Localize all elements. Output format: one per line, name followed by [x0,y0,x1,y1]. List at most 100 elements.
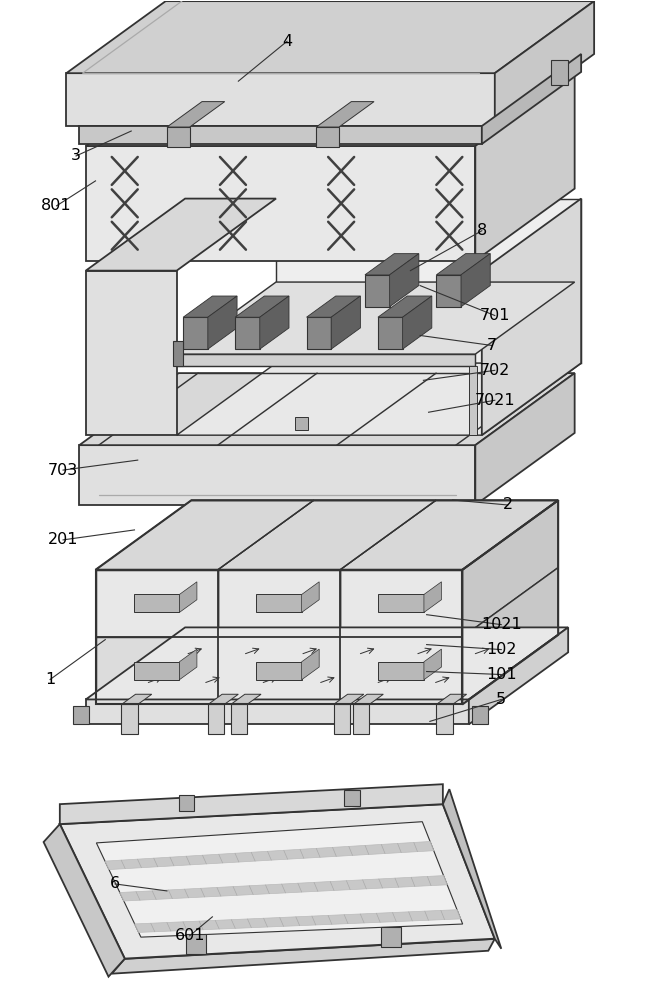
Polygon shape [86,627,568,699]
Polygon shape [60,804,495,959]
Polygon shape [177,363,581,435]
Polygon shape [276,199,581,363]
Polygon shape [134,594,179,612]
Text: 101: 101 [486,667,516,682]
Polygon shape [436,694,467,704]
Polygon shape [231,704,247,734]
Polygon shape [295,417,308,430]
Polygon shape [80,373,574,445]
Polygon shape [353,704,369,734]
Polygon shape [340,570,462,637]
Polygon shape [235,317,259,349]
Polygon shape [316,127,339,147]
Polygon shape [552,60,568,85]
Polygon shape [96,500,314,570]
Polygon shape [302,649,319,680]
Polygon shape [86,74,574,146]
Polygon shape [208,704,224,734]
Polygon shape [365,254,419,275]
Polygon shape [121,694,152,704]
Text: 102: 102 [486,642,516,657]
Text: 8: 8 [477,223,487,238]
Polygon shape [475,373,574,505]
Polygon shape [424,649,441,680]
Text: 601: 601 [175,928,205,943]
Polygon shape [334,694,364,704]
Polygon shape [353,694,383,704]
Polygon shape [67,73,495,126]
Polygon shape [179,649,197,680]
Text: 2: 2 [503,497,513,512]
Polygon shape [256,662,302,680]
Polygon shape [475,74,574,261]
Polygon shape [365,275,390,307]
Polygon shape [186,934,206,954]
Polygon shape [495,1,594,126]
Polygon shape [381,927,401,947]
Polygon shape [378,317,402,349]
Polygon shape [340,500,558,570]
Polygon shape [167,127,190,147]
Polygon shape [340,637,462,704]
Polygon shape [424,582,441,612]
Polygon shape [218,570,340,637]
Polygon shape [306,317,331,349]
Polygon shape [183,317,208,349]
Polygon shape [443,789,501,949]
Polygon shape [306,296,361,317]
Polygon shape [179,795,194,811]
Polygon shape [436,704,452,734]
Polygon shape [378,296,432,317]
Polygon shape [436,275,461,307]
Polygon shape [105,841,434,870]
Polygon shape [173,341,183,366]
Polygon shape [462,500,558,637]
Text: 3: 3 [71,148,81,163]
Polygon shape [461,254,490,307]
Text: 1021: 1021 [481,617,522,632]
Polygon shape [231,694,261,704]
Polygon shape [235,296,289,317]
Polygon shape [331,296,361,349]
Polygon shape [96,637,218,704]
Text: 1: 1 [45,672,55,687]
Polygon shape [334,704,350,734]
Text: 201: 201 [48,532,78,547]
Polygon shape [111,939,495,974]
Polygon shape [183,296,237,317]
Polygon shape [344,790,360,806]
Polygon shape [469,627,568,724]
Text: 701: 701 [480,308,510,323]
Text: 703: 703 [48,463,78,478]
Polygon shape [218,637,340,704]
Polygon shape [135,910,461,932]
Polygon shape [390,254,419,307]
Polygon shape [80,126,482,144]
Polygon shape [378,594,424,612]
Polygon shape [44,824,125,977]
Polygon shape [482,199,581,435]
Polygon shape [167,102,225,127]
Polygon shape [121,704,138,734]
Polygon shape [96,570,218,637]
Text: 5: 5 [496,692,507,707]
Polygon shape [462,568,558,704]
Polygon shape [86,146,475,261]
Polygon shape [402,296,432,349]
Polygon shape [80,445,475,505]
Text: 7021: 7021 [475,393,515,408]
Polygon shape [86,699,469,724]
Text: 4: 4 [282,34,292,49]
Polygon shape [96,822,463,937]
Polygon shape [120,876,447,901]
Polygon shape [60,784,443,824]
Text: 6: 6 [110,876,120,891]
Polygon shape [378,662,424,680]
Polygon shape [134,662,179,680]
Polygon shape [208,694,239,704]
Polygon shape [302,582,319,612]
Polygon shape [208,296,237,349]
Text: 801: 801 [41,198,72,213]
Polygon shape [177,354,475,366]
Polygon shape [436,254,490,275]
